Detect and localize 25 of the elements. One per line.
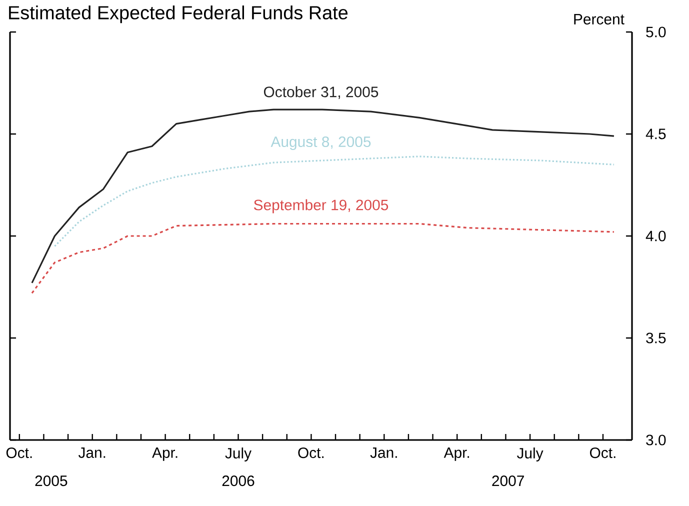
y-tick-label: 4.0 bbox=[646, 230, 666, 242]
y-axis-title: Percent bbox=[574, 14, 624, 24]
y-tick-label: 4.5 bbox=[646, 128, 666, 140]
x-tick-label: Jan. bbox=[370, 448, 397, 458]
text: 2005 bbox=[35, 476, 68, 486]
line-series bbox=[31, 108, 615, 284]
x-tick-label: Oct. bbox=[298, 448, 324, 458]
y-tick-label: 3.5 bbox=[646, 332, 666, 344]
line-series bbox=[31, 222, 615, 294]
x-tick-label: July bbox=[225, 448, 252, 462]
chart-title: Estimated Expected Federal Funds Rate bbox=[9, 6, 348, 24]
series-label: September 19, 2005 bbox=[254, 199, 388, 214]
x-tick-label: Jan. bbox=[78, 448, 106, 458]
x-tick-label: Oct. bbox=[6, 448, 32, 458]
text: 2006 bbox=[222, 476, 254, 486]
series-label: August 8, 2005 bbox=[270, 136, 371, 150]
x-tick-label: Apr. bbox=[444, 448, 470, 461]
series-label: October 31, 2005 bbox=[264, 86, 378, 99]
line-series bbox=[54, 156, 615, 247]
x-tick-label: July bbox=[516, 448, 544, 462]
y-tick-label: 5.0 bbox=[646, 26, 666, 38]
y-tick-label: 3.0 bbox=[646, 434, 666, 446]
text: 2007 bbox=[492, 476, 524, 486]
x-tick-label: Oct. bbox=[590, 448, 616, 458]
x-tick-label: Apr. bbox=[152, 448, 178, 461]
